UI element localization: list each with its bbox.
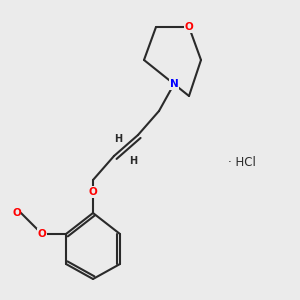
Text: H: H	[129, 155, 138, 166]
Text: N: N	[169, 79, 178, 89]
Text: · HCl: · HCl	[228, 155, 256, 169]
Text: O: O	[184, 22, 194, 32]
Text: O: O	[12, 208, 21, 218]
Text: O: O	[38, 229, 46, 239]
Text: O: O	[88, 187, 98, 197]
Text: H: H	[114, 134, 123, 145]
